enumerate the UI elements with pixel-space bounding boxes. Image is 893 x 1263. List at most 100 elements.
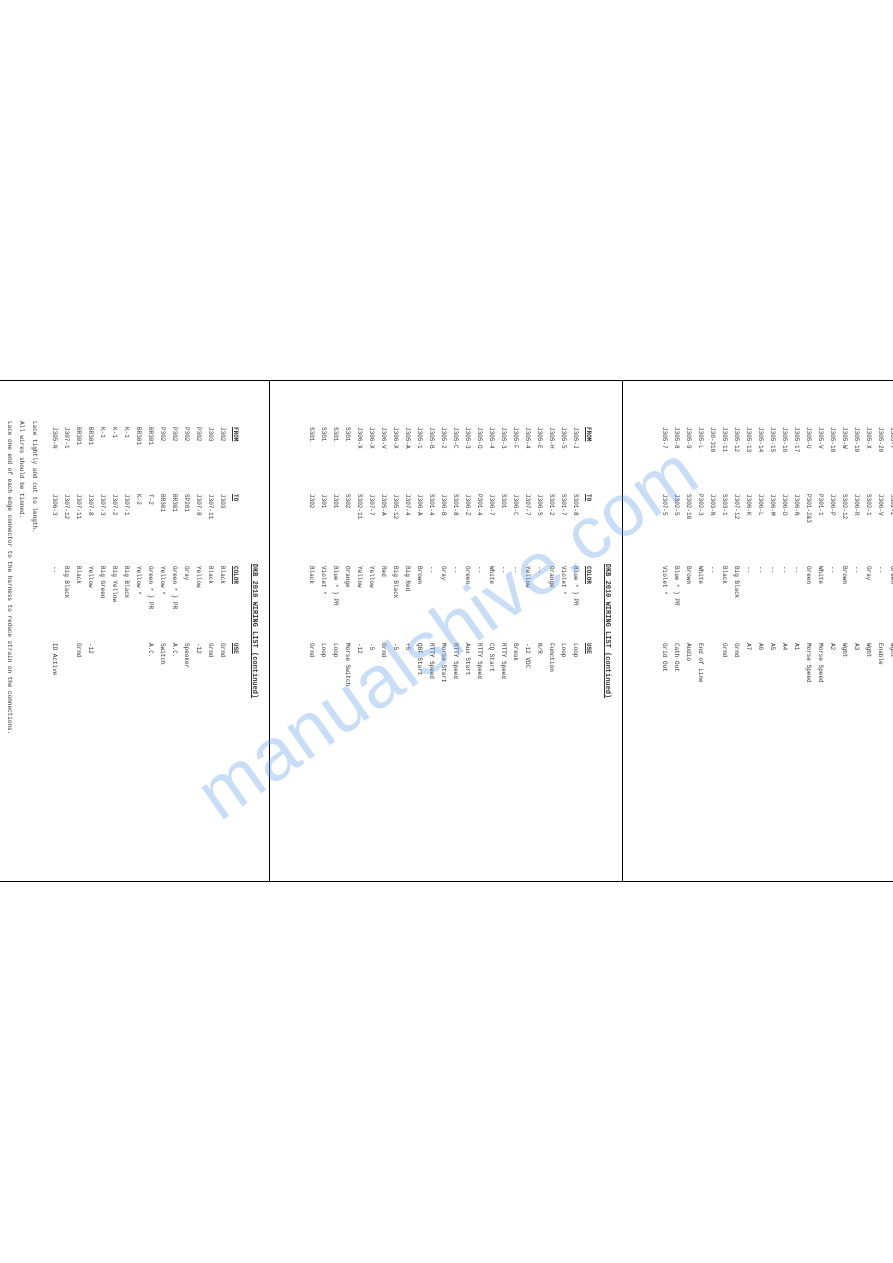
table-cell: J30-310 [707, 421, 719, 488]
table-cell: J303-N [707, 488, 719, 560]
table-cell: P301-4 [474, 488, 486, 560]
table-cell: RTTY Speed [450, 637, 462, 729]
table-cell: Aux Start [462, 637, 474, 729]
table-cell: Big Red [402, 560, 414, 637]
table-cell: J307-5 [659, 488, 671, 560]
table-cell: J302 [306, 488, 318, 560]
table-row: J305-20J306-V--Enable [875, 421, 887, 729]
table-cell: -- [534, 560, 546, 637]
scanned-page: DKB 2010 WIRING LIST FROM TO COLOR USE J… [0, 380, 893, 882]
table-cell: BR301 [73, 421, 85, 488]
table-row: J305-11S303-1BlackGrnd [719, 421, 731, 729]
table-row: J305-19J306-R--A3 [851, 421, 863, 729]
table-cell: Gray [438, 560, 450, 637]
table-cell: J306-3 [49, 488, 61, 560]
table-cell: J306-V [378, 421, 390, 488]
table-cell: A5 [767, 637, 779, 729]
table-cell: J305-B [426, 421, 438, 488]
header-from: FROM [229, 421, 242, 488]
table-cell: Big Black [390, 560, 402, 637]
table-cell: -12 [193, 637, 205, 729]
table-cell: -5 [366, 637, 378, 729]
table-cell: QBF Start [414, 637, 426, 729]
table-cell: Yellow * [133, 560, 145, 637]
table-cell: Morse Speed [815, 637, 827, 729]
table-cell: -12 VDC [522, 637, 534, 729]
table-row: J306-XS302-11Yellow-12 [354, 421, 366, 729]
table-cell: J307-11 [73, 488, 85, 560]
table-row: K-1J307-3Big Green [97, 421, 109, 729]
table-cell: -- [755, 560, 767, 637]
table-cell: J301 [330, 488, 342, 560]
table-cell: S301-2 [546, 488, 558, 560]
table-cell: P301-1 [815, 488, 827, 560]
table-cell: Grnd [306, 637, 318, 729]
table-cell: A2 [827, 637, 839, 729]
table-cell: Loop [318, 637, 330, 729]
table-cell: J305-W [839, 421, 851, 488]
table-cell: J305-3 [462, 421, 474, 488]
table-cell: P302-3 [695, 488, 707, 560]
note-line: Lace tightly and cut to length. [29, 421, 39, 801]
table-cell: -- [498, 560, 510, 637]
table-cell: J307-1 [121, 488, 133, 560]
table-row: P302BR301Yellow *Switch [157, 421, 169, 729]
table-cell: SP201 [181, 488, 193, 560]
table-cell: J306-B [438, 488, 450, 560]
table-cell: S302 [342, 488, 354, 560]
table-cell: A1 [791, 637, 803, 729]
table-row: J306-XJ307-7Yellow-5 [366, 421, 378, 729]
table-row: J305-5S301-7Violet *Loop [558, 421, 570, 729]
table-cell: Green [887, 560, 893, 637]
table-cell: Big Black [121, 560, 133, 637]
table-cell: +5 [402, 637, 414, 729]
table-row: J305-16J306-D--A4 [779, 421, 791, 729]
table-row: J306-VJ305-ARedGrnd [378, 421, 390, 729]
table-cell: Yellow [193, 560, 205, 637]
table-cell: J305-D [474, 421, 486, 488]
table-cell: J306-X [354, 421, 366, 488]
table-cell: J307-1 [61, 421, 73, 488]
table-cell: J305-2 [438, 421, 450, 488]
table-cell: J305-8 [671, 421, 683, 488]
table-cell: Black [306, 560, 318, 637]
table-cell: Violet * [318, 560, 330, 637]
table-cell: J307-7 [366, 488, 378, 560]
table-cell: J306-R [851, 488, 863, 560]
table-row: J30-310J303-N-- [707, 421, 719, 729]
table-cell [61, 637, 73, 729]
table-cell: J305-4 [486, 421, 498, 488]
table-cell: J305-20 [875, 421, 887, 488]
table-row: J305-4J306-7WhiteCQ Start [486, 421, 498, 729]
table-cell: J305-4 [522, 421, 534, 488]
table-row: BR301K-2Yellow * [133, 421, 145, 729]
table-cell: Grnd [378, 637, 390, 729]
header-use: USE [582, 637, 595, 729]
table-cell: J305-12 [390, 488, 402, 560]
wiring-list-panel-1: DKB 2010 WIRING LIST FROM TO COLOR USE J… [622, 381, 893, 881]
table-row: K-1J307-1Big Black [121, 421, 133, 729]
table-cell: A7 [743, 637, 755, 729]
table-cell: J305-V [815, 421, 827, 488]
table-row: J305-14J306-L--A6 [755, 421, 767, 729]
table-cell: Yellow [522, 560, 534, 637]
table-cell: J306-K [743, 488, 755, 560]
table-row: J305-WS302-12BrownWght [839, 421, 851, 729]
table-cell: -- [875, 560, 887, 637]
table-cell: Morse Switch [342, 637, 354, 729]
table-cell: End of Line [695, 637, 707, 729]
table-row: J305-AJ307-4Big Red+5 [402, 421, 414, 729]
table-cell: J307-7 [522, 488, 534, 560]
table-cell: Cath Out [671, 637, 683, 729]
table-cell: Green [462, 560, 474, 637]
table-row: J305-CS301-8--RTTY Speed [450, 421, 462, 729]
table-row: J305-FJ306-C--Break [510, 421, 522, 729]
table-cell: Violet * [558, 560, 570, 637]
table-row: J305-17J306-N--A1 [791, 421, 803, 729]
table-cell: J305-7 [659, 421, 671, 488]
table-cell: J306-L [755, 488, 767, 560]
table-cell: A4 [779, 637, 791, 729]
table-cell: BR301 [133, 421, 145, 488]
table-cell [707, 637, 719, 729]
table-cell: Gray [181, 560, 193, 637]
